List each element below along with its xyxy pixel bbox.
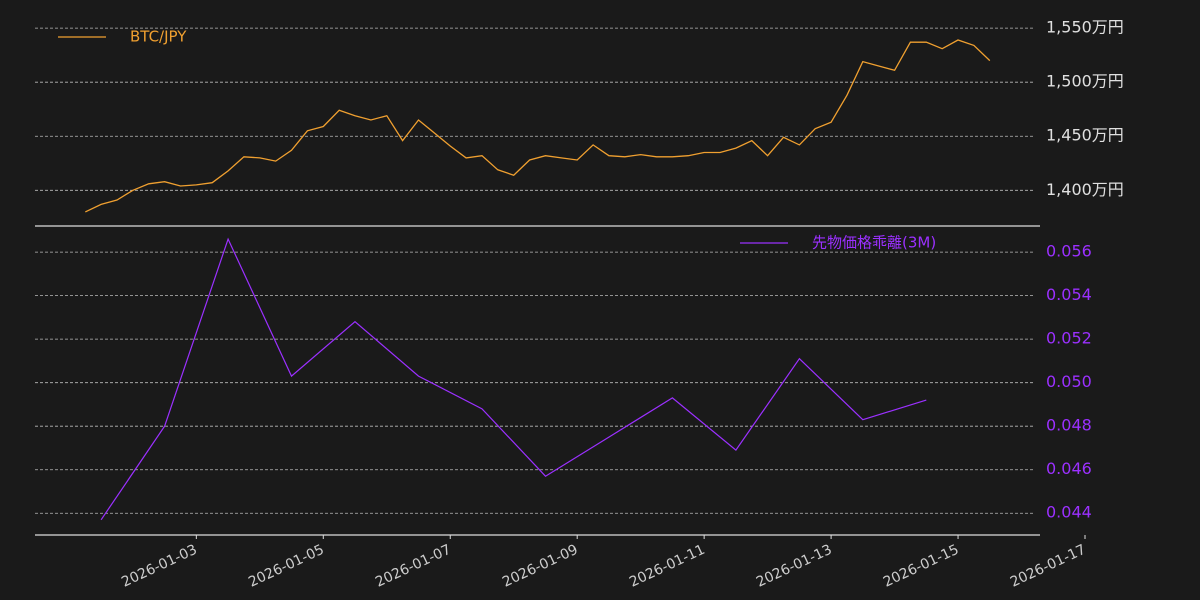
y-tick-label: 0.052: [1046, 329, 1092, 348]
y-tick-label: 1,500万円: [1046, 72, 1124, 91]
y-tick-label: 0.054: [1046, 285, 1092, 304]
y-tick-label: 1,550万円: [1046, 18, 1124, 37]
y-tick-label: 0.056: [1046, 242, 1092, 261]
series-line: [85, 39, 991, 213]
y-tick-label: 1,450万円: [1046, 126, 1124, 145]
legend-label: 先物価格乖離(3M): [812, 234, 936, 252]
y-tick-label: 0.048: [1046, 416, 1092, 435]
y-tick-label: 0.044: [1046, 503, 1092, 522]
legend-label: BTC/JPY: [130, 28, 187, 46]
y-tick-label: 0.046: [1046, 459, 1092, 478]
series-line: [100, 237, 927, 521]
y-tick-label: 1,400万円: [1046, 180, 1124, 199]
y-tick-label: 0.050: [1046, 372, 1092, 391]
